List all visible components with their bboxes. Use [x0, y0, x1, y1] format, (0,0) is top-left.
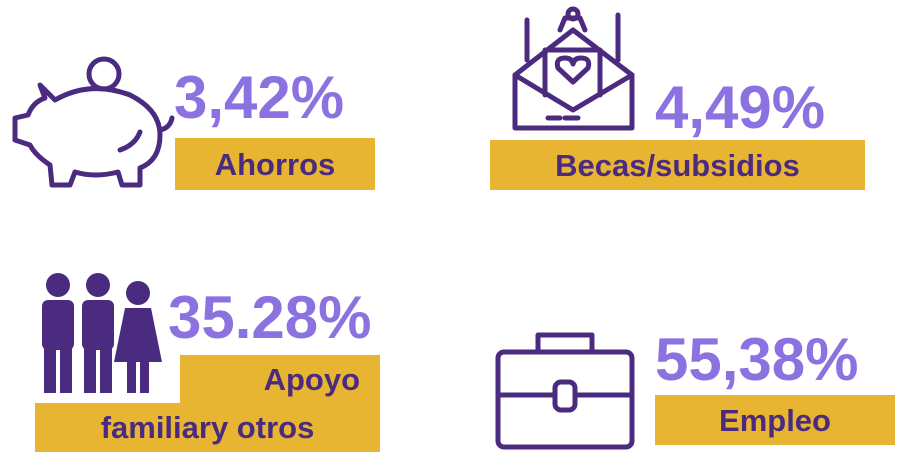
label: familiary otros	[35, 403, 380, 452]
label: Becas/subsidios	[490, 140, 865, 190]
label: Ahorros	[175, 138, 375, 190]
value: 55,38%	[655, 326, 859, 393]
value: 4,49%	[655, 74, 826, 141]
envelope-icon	[512, 6, 635, 131]
briefcase-icon	[495, 332, 635, 450]
label: Apoyo	[180, 355, 380, 403]
value: 35.28%	[168, 284, 372, 351]
piggy-icon	[12, 56, 175, 188]
family-icon	[42, 273, 162, 393]
value: 3,42%	[174, 64, 345, 131]
label: Empleo	[655, 395, 895, 445]
